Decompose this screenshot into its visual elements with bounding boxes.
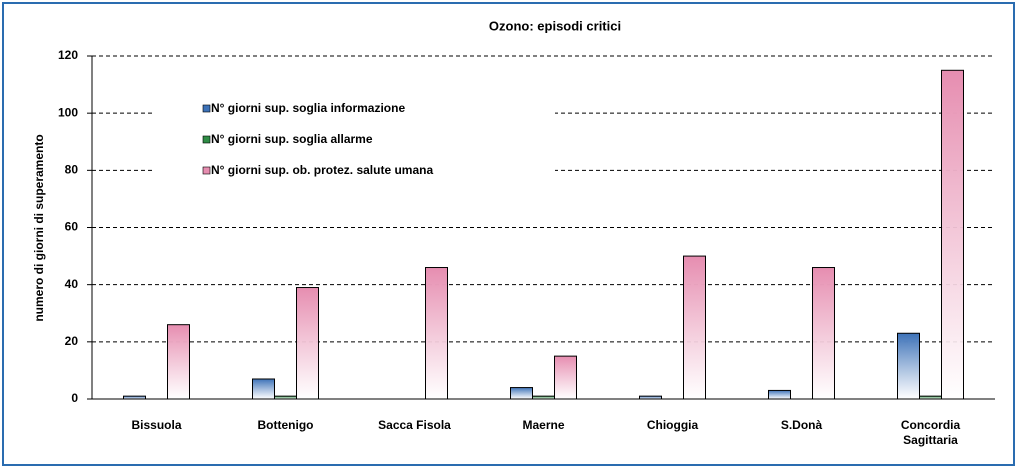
chart-title: Ozono: episodi critici [489, 18, 621, 33]
x-tick-label: Bissuola [131, 418, 182, 432]
bar [897, 332, 920, 400]
bar [683, 255, 706, 400]
bar [554, 355, 577, 400]
x-tick-label: Maerne [522, 418, 565, 432]
legend-label: N° giorni sup. ob. protez. salute umana [211, 163, 433, 177]
y-tick-label: 80 [65, 163, 79, 177]
bar [425, 267, 448, 400]
x-tick-label: Chioggia [646, 418, 699, 432]
bar [252, 378, 275, 400]
y-tick-label: 0 [71, 391, 78, 405]
bar [768, 389, 791, 400]
bar [167, 324, 190, 400]
legend-box [155, 95, 555, 195]
y-axis-label: numero di giorni di superamento [32, 134, 46, 321]
bar [812, 267, 835, 400]
bar [941, 69, 964, 400]
bar [296, 287, 319, 400]
legend-label: N° giorni sup. soglia informazione [211, 101, 405, 115]
y-tick-label: 40 [65, 277, 79, 291]
y-tick-label: 60 [65, 220, 79, 234]
x-tick-label: Bottenigo [257, 418, 314, 432]
legend-swatch [202, 135, 211, 144]
y-tick-label: 20 [65, 334, 79, 348]
y-tick-label: 120 [58, 48, 78, 62]
legend-swatch [202, 166, 211, 175]
legend-label: N° giorni sup. soglia allarme [211, 132, 373, 146]
y-tick-label: 100 [58, 105, 78, 119]
legend-swatch [202, 104, 211, 113]
bar [510, 387, 533, 400]
x-tick-label: Sacca Fisola [378, 418, 451, 432]
x-tick-label: Concordia Sagittaria [900, 418, 961, 447]
x-tick-label: S.Donà [780, 418, 823, 432]
